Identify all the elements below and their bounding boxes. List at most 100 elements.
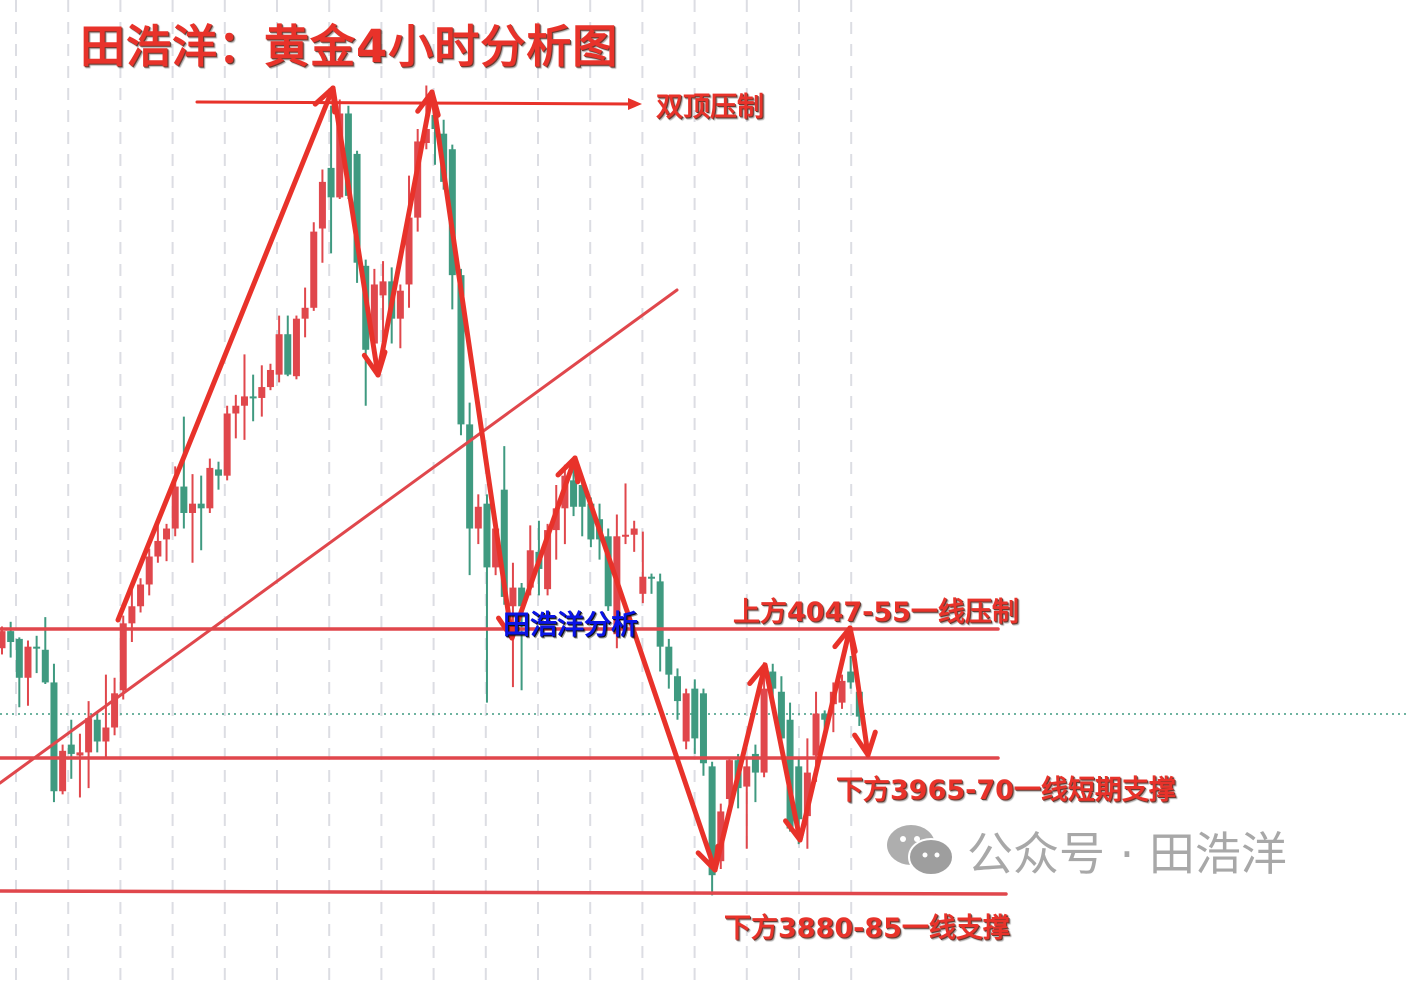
candle-body (526, 550, 534, 588)
resistance-label: 上方4047-55一线压制 (733, 597, 1019, 628)
chart-title: 田浩洋：黄金4小时分析图 (80, 20, 619, 73)
double-top-label: 双顶压制 (656, 92, 764, 123)
candle-body (240, 396, 248, 406)
candle (93, 711, 101, 753)
zigzag-arrows (115, 85, 878, 873)
candle-body (751, 753, 759, 773)
candle (310, 222, 318, 311)
candle (284, 315, 292, 377)
arrowhead (852, 729, 878, 758)
zigzag-segment (847, 625, 871, 758)
candle (474, 494, 482, 545)
candle-body (128, 606, 136, 624)
candle (0, 626, 6, 655)
candle-body (379, 281, 387, 296)
candle (648, 573, 655, 594)
candle (483, 494, 491, 703)
candle (7, 621, 15, 658)
candle-body (587, 503, 595, 540)
candle-body (656, 581, 664, 647)
candle-body (673, 676, 681, 702)
candle (665, 638, 673, 689)
candle-body (266, 369, 274, 388)
candle-body (119, 623, 127, 691)
candle (466, 402, 474, 576)
candle-body (743, 766, 751, 787)
candle (24, 640, 32, 706)
candle (292, 315, 300, 380)
candle (630, 520, 638, 552)
candle-body (691, 688, 699, 739)
candle (223, 405, 231, 481)
candle-body (163, 528, 171, 540)
double-top-line (195, 100, 634, 106)
candle (318, 169, 326, 263)
candle-body (492, 528, 500, 568)
candle-body (769, 671, 777, 689)
candle (59, 744, 67, 795)
candle-body (7, 631, 15, 643)
candle-body (483, 503, 491, 568)
candles (0, 85, 863, 896)
candle-body (509, 587, 517, 607)
trend-line (0, 288, 679, 785)
candle-body (0, 631, 6, 649)
zigzag-segment (429, 89, 515, 641)
zigzag-segment (115, 85, 336, 623)
candle (570, 466, 578, 517)
candle-body (500, 489, 508, 597)
candle (405, 175, 413, 308)
candle-body (518, 587, 526, 607)
candle-body (353, 153, 361, 263)
vertical-grid (15, 0, 853, 984)
candle (189, 474, 197, 563)
candle-body (812, 713, 820, 756)
candle (604, 528, 612, 611)
candle-body (630, 528, 638, 535)
candle (699, 688, 707, 776)
candle-body (682, 693, 690, 742)
candle-body (292, 318, 300, 377)
candle (102, 674, 110, 759)
candle-body (639, 576, 647, 594)
candle-body (275, 334, 283, 375)
candle (180, 416, 188, 529)
candle-body (154, 540, 162, 557)
candle (41, 617, 49, 684)
candle (639, 531, 647, 604)
candle-body (544, 530, 552, 590)
candle (85, 701, 93, 789)
candle-body (838, 680, 846, 703)
candle (197, 475, 205, 551)
candle (786, 702, 794, 832)
watermark: 公众号 · 田浩洋 (885, 818, 1287, 884)
candle-body (786, 719, 794, 829)
candle-body (466, 424, 474, 529)
candle (691, 679, 699, 754)
candle (275, 315, 283, 383)
candle-body (760, 688, 768, 773)
candle-body (777, 691, 785, 739)
candle-body (622, 534, 630, 537)
support-label: 下方3880-85一线支撑 (724, 913, 1010, 944)
candle (15, 637, 23, 708)
candle-body (249, 396, 257, 399)
candle-body (15, 638, 23, 678)
candle-body (422, 129, 430, 144)
candle-body (258, 387, 266, 398)
short-support-label: 下方3965-70一线短期支撑 (836, 775, 1176, 806)
candle (509, 562, 517, 688)
candle-body (197, 503, 205, 509)
candle-body (33, 646, 41, 649)
candle (847, 656, 855, 689)
candle-body (336, 113, 344, 198)
candle-body (803, 772, 811, 817)
candle-body (604, 536, 612, 607)
candle-body (795, 766, 803, 820)
candle-body (102, 727, 110, 742)
candle-body (59, 750, 67, 792)
candle (673, 668, 681, 720)
watermark-text: 公众号 · 田浩洋 (967, 827, 1287, 881)
candle-body (847, 671, 855, 683)
candle-body (50, 682, 58, 792)
